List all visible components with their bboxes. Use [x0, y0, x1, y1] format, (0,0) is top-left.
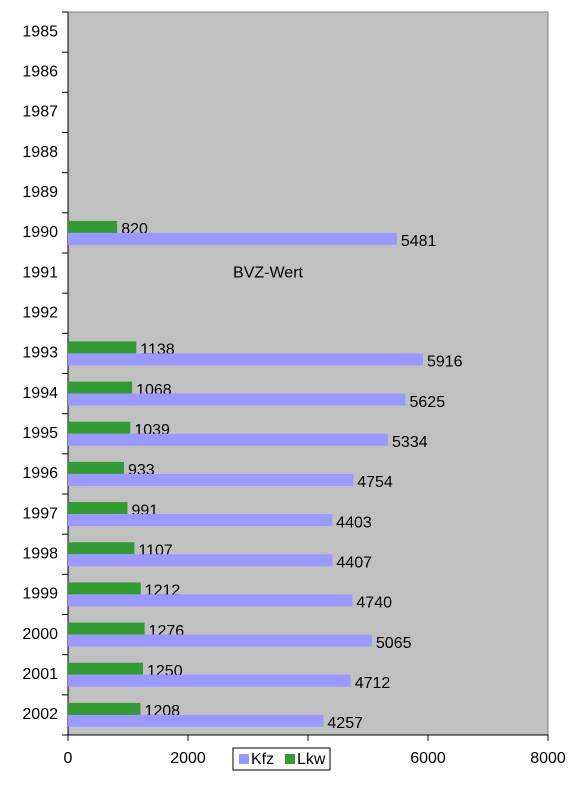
bar	[68, 381, 133, 394]
bar	[68, 232, 397, 245]
data-label: 4712	[355, 675, 391, 692]
bar	[68, 502, 128, 515]
legend-box	[232, 747, 331, 771]
data-label: 4407	[336, 554, 372, 571]
y-tick-label: 2000	[22, 626, 58, 643]
legend-label: Lkw	[297, 751, 326, 768]
bar	[68, 594, 353, 607]
y-tick-label: 1987	[22, 104, 58, 121]
data-label: 4257	[327, 715, 363, 732]
x-tick-label: 0	[64, 750, 73, 767]
y-tick-label: 1992	[22, 304, 58, 321]
bar	[68, 714, 324, 727]
y-tick-label: 1985	[22, 23, 58, 40]
data-label: 4754	[357, 474, 393, 491]
x-tick-label: 8000	[530, 750, 566, 767]
y-tick-label: 1999	[22, 586, 58, 603]
plot-area	[67, 11, 549, 736]
bar	[68, 542, 135, 555]
data-label: 5625	[410, 394, 446, 411]
legend-swatch	[285, 754, 295, 764]
annotation: BVZ-Wert	[233, 264, 303, 281]
data-label: 5916	[427, 354, 463, 371]
data-label: 4740	[356, 595, 392, 612]
bar	[68, 582, 141, 595]
y-tick-label: 1986	[22, 63, 58, 80]
bar	[68, 554, 333, 567]
bar	[68, 433, 389, 446]
data-label: 5334	[392, 434, 428, 451]
x-tick-label: 2000	[170, 750, 206, 767]
y-tick-label: 1995	[22, 425, 58, 442]
y-tick-label: 1996	[22, 465, 58, 482]
bar	[68, 461, 124, 474]
bar	[68, 702, 141, 715]
y-tick-label: 1990	[22, 224, 58, 241]
bar	[68, 674, 351, 687]
data-label: 5065	[376, 635, 412, 652]
bar	[68, 634, 372, 647]
y-tick-label: 1989	[22, 184, 58, 201]
y-tick-label: 1997	[22, 505, 58, 522]
bar	[68, 220, 118, 233]
x-tick-label: 6000	[410, 750, 446, 767]
legend-label: Kfz	[251, 751, 274, 768]
data-label: 5481	[401, 233, 437, 250]
bar	[68, 622, 145, 635]
bar	[68, 473, 354, 486]
y-tick-label: 1991	[22, 264, 58, 281]
bar	[68, 353, 423, 366]
data-label: 4403	[336, 514, 372, 531]
y-tick-label: 1998	[22, 545, 58, 562]
bar	[68, 514, 333, 527]
bar	[68, 421, 131, 434]
bar	[68, 393, 406, 406]
y-tick-label: 1988	[22, 144, 58, 161]
legend-swatch	[239, 754, 249, 764]
y-tick-label: 1993	[22, 345, 58, 362]
y-tick-label: 2002	[22, 706, 58, 723]
y-tick-label: 1994	[22, 385, 58, 402]
y-tick-label: 2001	[22, 666, 58, 683]
bar	[68, 341, 137, 354]
bar	[68, 662, 143, 675]
